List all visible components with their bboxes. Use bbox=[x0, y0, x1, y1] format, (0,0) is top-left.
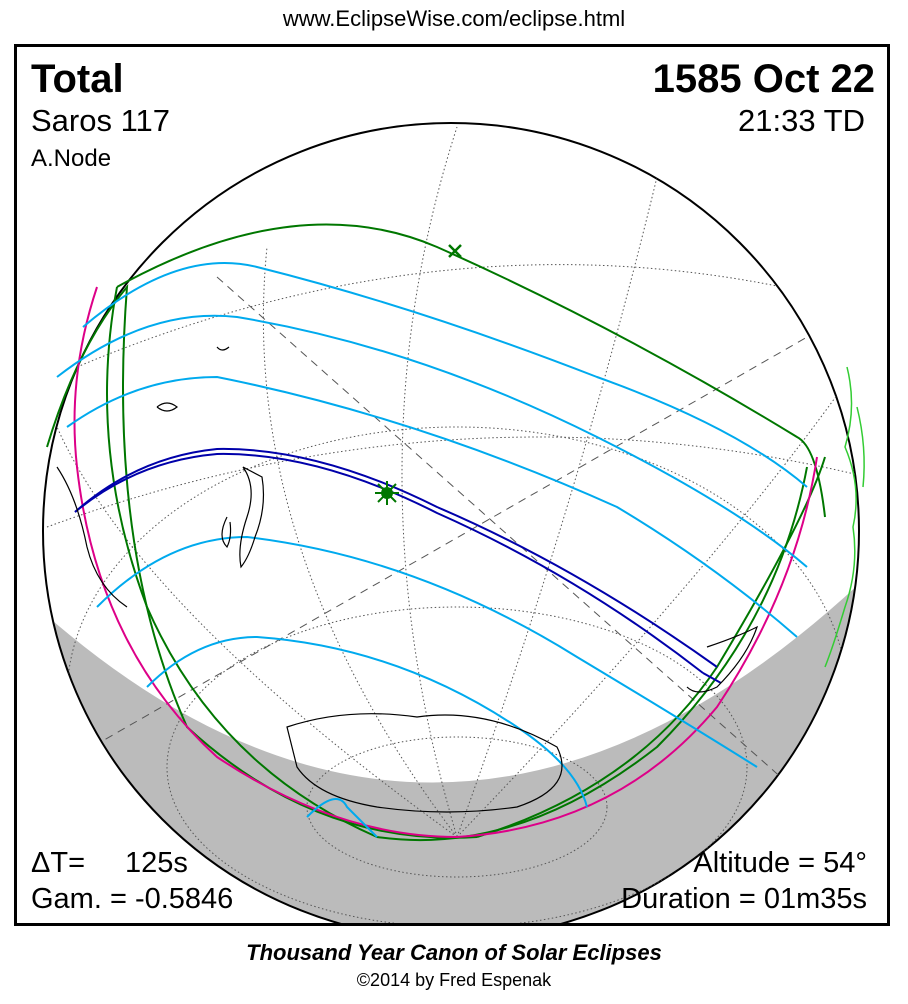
eclipse-map-frame: Total Saros 117 A.Node 1585 Oct 22 21:33… bbox=[14, 44, 890, 926]
node-label: A.Node bbox=[31, 145, 112, 172]
partial-lines bbox=[56, 262, 808, 838]
saros-number: Saros 117 bbox=[31, 103, 171, 138]
totality-path bbox=[74, 447, 722, 684]
copyright: ©2014 by Fred Espenak bbox=[356, 970, 552, 990]
delta-t-value: 125s bbox=[125, 847, 188, 879]
coastlines bbox=[56, 346, 759, 813]
south-america-coast bbox=[824, 366, 865, 668]
green-x-icon bbox=[448, 244, 462, 258]
eclipse-type: Total bbox=[31, 57, 124, 101]
rise-set-limit bbox=[73, 286, 818, 839]
delta-t-label: ΔT= bbox=[31, 847, 86, 879]
altitude-value: Altitude = 54° bbox=[693, 847, 867, 879]
canon-title: Thousand Year Canon of Solar Eclipses bbox=[246, 940, 662, 965]
gamma-value: Gam. = -0.5846 bbox=[31, 883, 234, 915]
site-url[interactable]: www.EclipseWise.com/eclipse.html bbox=[282, 6, 626, 31]
eclipse-map bbox=[42, 122, 865, 923]
green-star-icon bbox=[375, 481, 399, 505]
globe-outline bbox=[42, 122, 860, 923]
duration-value: Duration = 01m35s bbox=[621, 883, 867, 915]
night-shade bbox=[43, 567, 859, 923]
eclipse-time: 21:33 TD bbox=[738, 103, 865, 138]
eclipse-date: 1585 Oct 22 bbox=[652, 57, 875, 101]
